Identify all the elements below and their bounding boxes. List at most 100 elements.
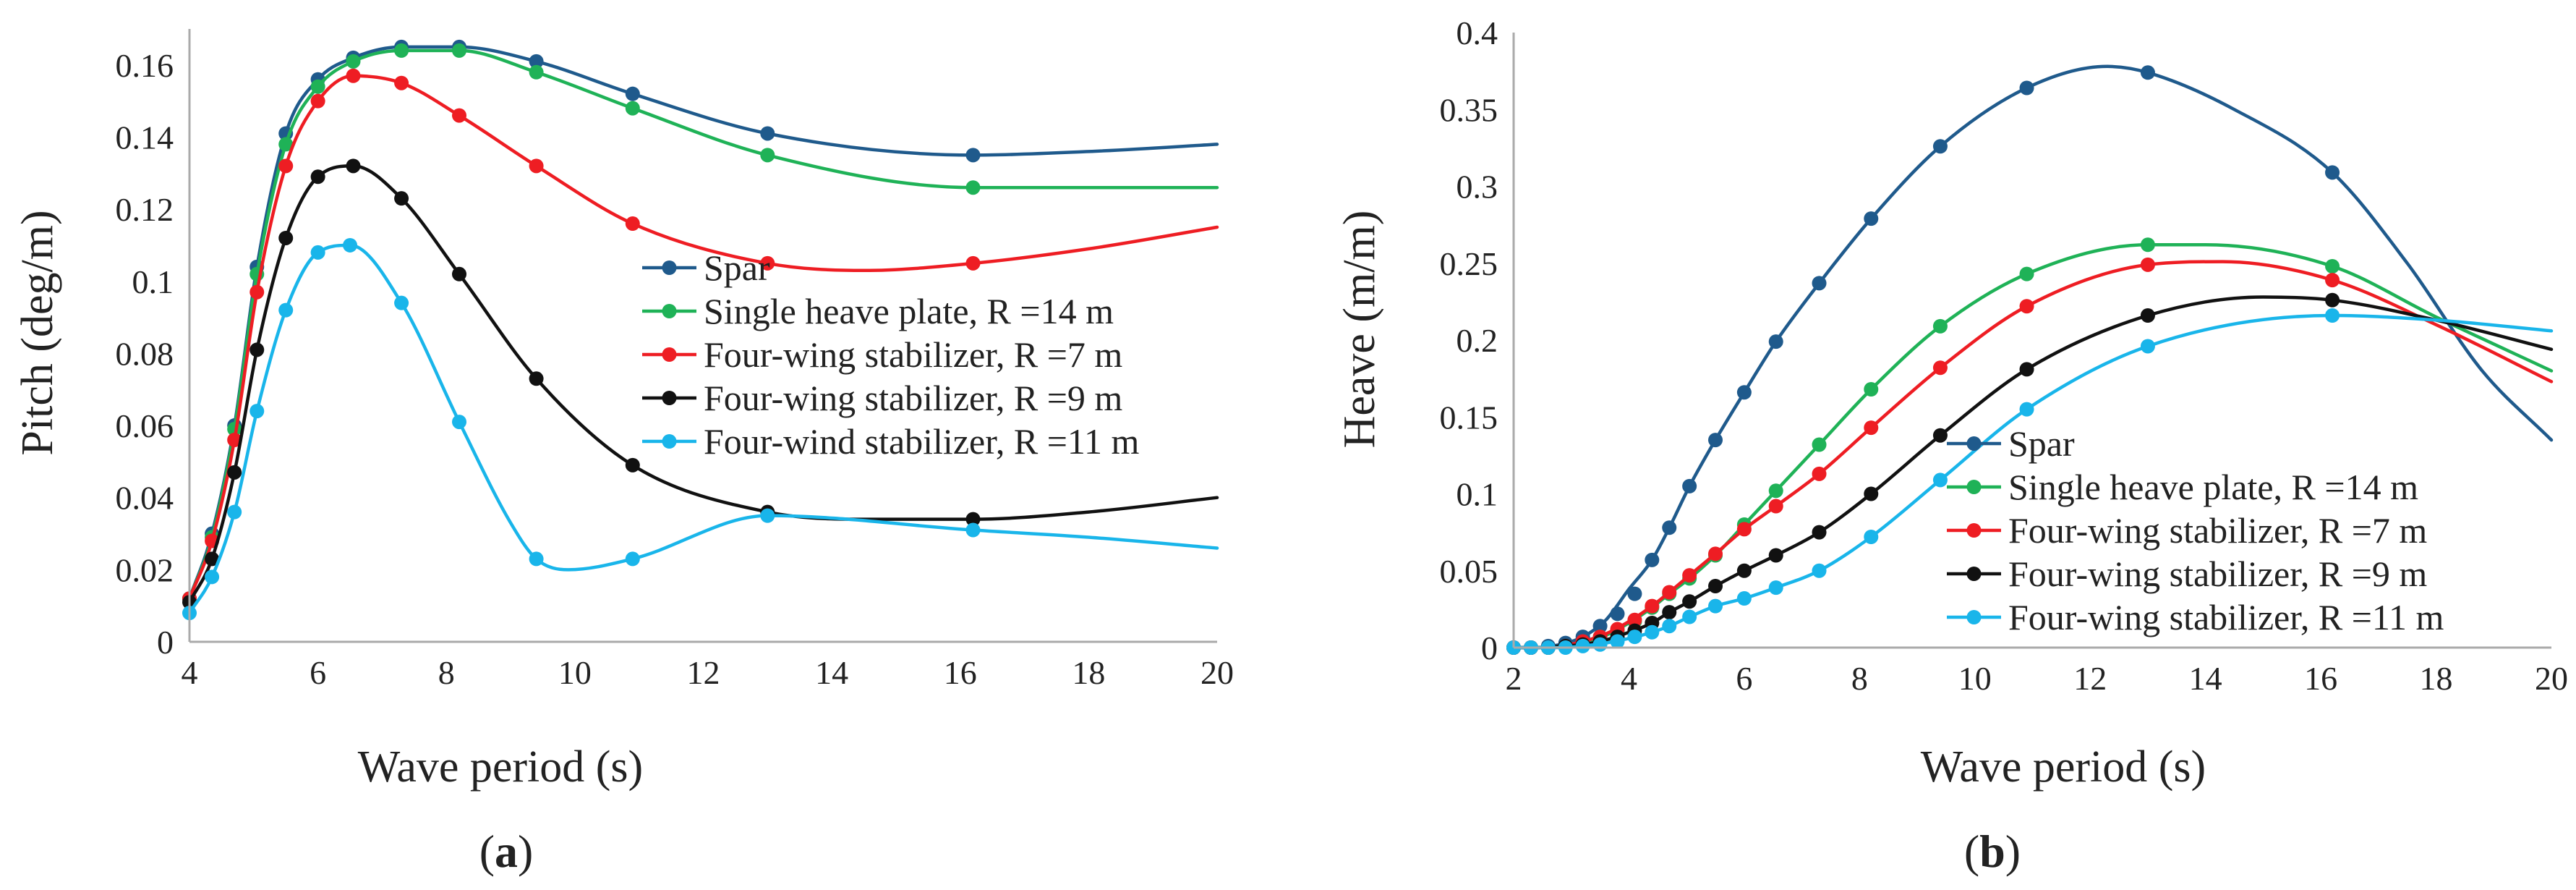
panel-b-heave-chart: 2 4 6 8 10 12 14 16 18 20 00.050.10.150.20.250.30… <box>1335 14 2568 877</box>
chart-a-y-tick-label: 0 <box>157 624 174 661</box>
chart-b-data-point <box>1645 624 1660 640</box>
chart-a-x-tick-labels: 4 6 8 10 12 14 16 18 20 <box>182 654 1234 691</box>
chart-b-data-point <box>1812 466 1827 481</box>
legend-marker-swatch <box>1966 610 1982 624</box>
legend-marker-swatch <box>662 304 677 318</box>
chart-b-data-point <box>1812 437 1827 452</box>
chart-b-x-tick-label: 18 <box>2420 660 2453 697</box>
chart-b-legend-item: Four-wing stabilizer, R =7 m <box>1947 510 2427 551</box>
chart-a-data-point <box>250 404 265 419</box>
chart-b-data-point <box>2325 259 2340 274</box>
chart-b-data-point <box>1682 609 1697 624</box>
chart-a-legend-item: Single heave plate, R =14 m <box>642 291 1114 331</box>
legend-marker-swatch <box>1966 480 1982 494</box>
chart-b-data-point <box>1932 139 1948 154</box>
chart-b-data-point <box>1864 382 1879 397</box>
chart-a-data-point <box>529 551 544 567</box>
chart-b-data-point <box>1627 612 1642 627</box>
chart-b-x-tick-label: 10 <box>1958 660 1992 697</box>
chart-a-series-layer <box>182 39 1219 621</box>
chart-a-data-point <box>965 522 981 538</box>
chart-a-data-point <box>227 432 242 447</box>
chart-b-data-point <box>2140 339 2155 354</box>
chart-b-x-tick-label: 14 <box>2189 660 2222 697</box>
legend-marker-swatch <box>662 347 677 362</box>
chart-a-data-point <box>310 79 325 94</box>
chart-b-data-point <box>1864 211 1879 226</box>
chart-a-data-point <box>760 508 775 523</box>
chart-b-x-tick-labels: 2 4 6 8 10 12 14 16 18 20 <box>1506 660 2569 697</box>
legend-marker-swatch <box>662 391 677 405</box>
chart-a-data-point <box>625 101 640 116</box>
legend-marker-swatch <box>662 260 677 275</box>
legend-label: Four-wing stabilizer, R =11 m <box>2008 597 2444 637</box>
chart-b-data-point <box>2140 257 2155 272</box>
chart-b-y-axis-title: Heave (m/m) <box>1335 211 1384 449</box>
legend-label: Four-wing stabilizer, R =7 m <box>2008 510 2427 551</box>
chart-b-data-point <box>1864 486 1879 501</box>
chart-a-data-point <box>452 43 467 58</box>
chart-a-x-tick-label: 18 <box>1072 654 1105 691</box>
chart-a-series-3 <box>182 68 1219 606</box>
chart-b-data-point <box>1682 594 1697 609</box>
chart-a-series-line <box>187 164 1219 604</box>
chart-a-data-point <box>625 551 640 567</box>
chart-a-data-point <box>310 93 325 109</box>
chart-b-series-5 <box>1506 308 2554 655</box>
chart-a-data-point <box>205 551 220 567</box>
chart-b-data-point <box>1932 360 1948 376</box>
chart-a-data-point <box>625 86 640 101</box>
chart-b-data-point <box>2325 308 2340 323</box>
chart-a-x-tick-label: 16 <box>944 654 977 691</box>
chart-a-data-point <box>760 255 775 271</box>
chart-a-data-point <box>310 169 325 185</box>
chart-b-y-tick-label: 0.25 <box>1440 245 1498 282</box>
chart-b-data-point <box>1864 530 1879 544</box>
chart-b-legend-item: Four-wing stabilizer, R =9 m <box>1947 554 2427 594</box>
chart-b-data-point <box>1627 630 1642 645</box>
chart-b-data-point <box>1610 634 1625 649</box>
chart-a-data-point <box>346 68 361 83</box>
legend-marker-swatch <box>1966 567 1982 581</box>
chart-b-x-tick-label: 16 <box>2304 660 2337 697</box>
chart-b-data-point <box>1708 598 1723 614</box>
chart-b-data-point <box>1575 638 1590 653</box>
chart-b-data-point <box>1932 318 1948 334</box>
legend-label: Single heave plate, R =14 m <box>2008 467 2418 507</box>
chart-b-data-point <box>1736 522 1752 537</box>
chart-a-data-point <box>625 216 640 232</box>
chart-a-data-point <box>278 302 294 318</box>
chart-b-y-tick-label: 0.2 <box>1457 322 1498 359</box>
chart-a-data-point <box>452 415 467 430</box>
chart-b-data-point <box>1864 420 1879 436</box>
chart-a-data-point <box>250 284 265 300</box>
legend-label: Four-wing stabilizer, R =9 m <box>704 378 1122 418</box>
chart-b-data-point <box>1592 637 1608 652</box>
chart-a-data-point <box>250 342 265 357</box>
legend-marker-swatch <box>1966 436 1982 451</box>
chart-b-y-tick-label: 0.3 <box>1457 169 1498 205</box>
chart-b-data-point <box>2019 402 2034 417</box>
chart-a-x-tick-label: 8 <box>438 654 455 691</box>
chart-a-data-point <box>452 266 467 281</box>
chart-b-legend-item: Single heave plate, R =14 m <box>1947 467 2418 507</box>
chart-b-data-point <box>1645 552 1660 567</box>
chart-a-data-point <box>278 230 294 245</box>
chart-a-y-tick-label: 0.02 <box>116 551 174 588</box>
chart-b-data-point <box>1736 563 1752 578</box>
chart-b-y-tick-labels: 0 0.05 0.1 0.15 0.2 0.25 0.3 0.35 0.4 <box>1440 14 1498 666</box>
chart-a-data-point <box>529 54 544 69</box>
legend-label: Four-wing stabilizer, R =7 m <box>704 334 1122 375</box>
panel-a-pitch-chart: 4 6 8 10 12 14 16 18 20 0 0.02 0.04 0.06 0.08 0.1 0.12… <box>13 29 1234 877</box>
chart-b-x-tick-label: 20 <box>2535 660 2568 697</box>
chart-a-data-point <box>394 43 409 58</box>
chart-a-legend-item: Four-wind stabilizer, R =11 m <box>642 421 1140 462</box>
chart-b-series-3 <box>1506 257 2554 655</box>
chart-a-y-tick-label: 0.14 <box>116 119 174 156</box>
chart-b-data-point <box>2325 273 2340 288</box>
chart-b-data-point <box>2019 266 2034 281</box>
chart-b-x-axis-title: Wave period (s) <box>1921 742 2206 792</box>
chart-a-y-tick-label: 0.04 <box>116 480 174 517</box>
chart-a-y-tick-label: 0.08 <box>116 335 174 372</box>
